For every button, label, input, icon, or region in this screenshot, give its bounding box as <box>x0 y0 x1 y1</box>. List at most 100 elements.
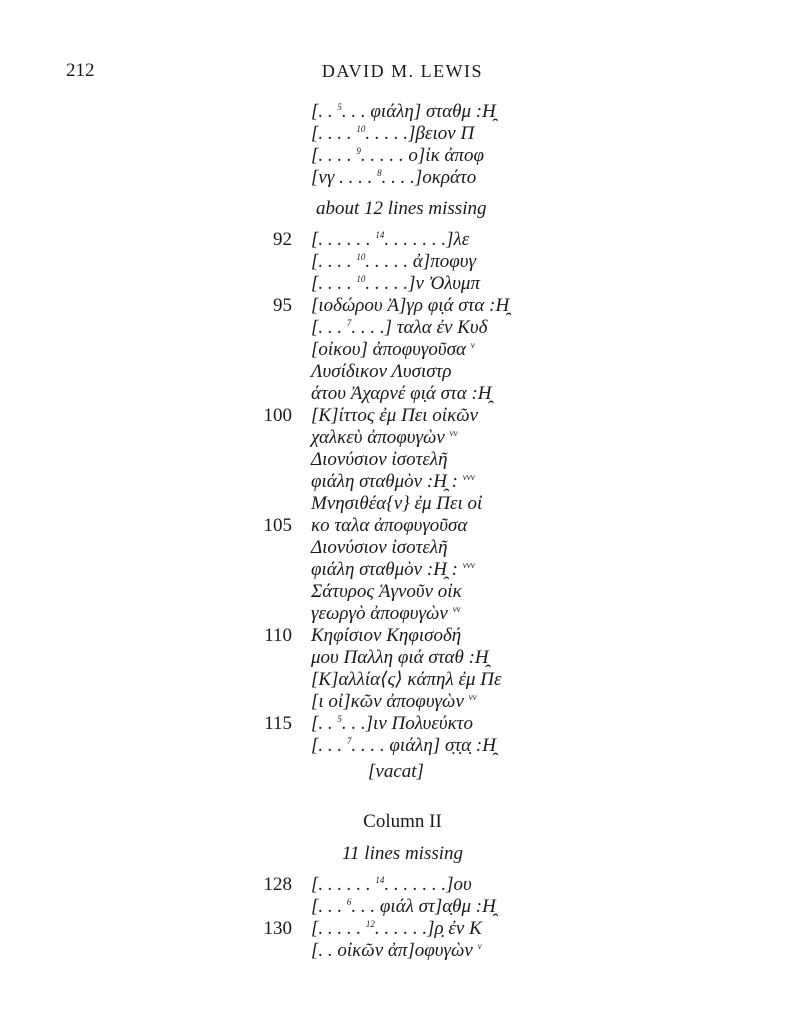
superscript-count: vv <box>468 692 477 702</box>
line-number: 95 <box>273 295 292 316</box>
line-text: [. . . . . . 14. . . . . . .]λε <box>311 229 469 251</box>
superscript-count: 10 <box>356 252 366 262</box>
line-text: μου Παλλη φιά σταθ :H̯ <box>311 647 489 669</box>
line-text: Κηφίσιον Κηφισοδή <box>311 625 461 647</box>
text-segment: . . .]ιν Πολυεύκτο <box>341 713 473 734</box>
page-number: 212 <box>66 60 95 81</box>
text-segment: [. . . <box>311 735 347 756</box>
text-segment: [. . . . <box>311 145 357 166</box>
text-segment: Μνησιθέα{ν} ἐμ Πει οἰ <box>311 493 483 514</box>
text-segment: Κηφίσιον Κηφισοδή <box>311 625 462 646</box>
text-segment: [. . οἰκῶν ἀπ]οφυγὼν <box>311 940 478 961</box>
superscript-count: v <box>470 340 475 350</box>
text-line: 130 [. . . . . 12. . . . . .]ρ̣ ἐν Κ <box>0 918 805 940</box>
text-segment: [. . <box>311 713 338 734</box>
superscript-count: vvv <box>462 472 475 482</box>
text-line: [. . 5. . . φιάλη] σταθμ :H̯ <box>0 101 805 123</box>
text-line: [Κ]αλλία⟨ς⟩ κάπηλ ἐμ Πε <box>0 669 805 691</box>
text-segment: [. . . <box>311 896 347 917</box>
superscript-count: 8 <box>377 168 382 178</box>
line-text: [Κ]ίττος ἐμ Πει οἰκῶν <box>311 405 478 427</box>
line-number: 115 <box>264 713 292 734</box>
text-line: 110 Κηφίσιον Κηφισοδή <box>0 625 805 647</box>
text-segment: . . . . . .]ρ̣ ἐν Κ <box>374 918 482 939</box>
text-line: [οἰκου] ἀποφυγοῦσα v <box>0 339 805 361</box>
text-segment: . . . . . ἀ]ποφυγ <box>365 251 477 272</box>
text-segment: Διονύσιον ἰσοτελῆ <box>311 449 448 470</box>
text-segment: γεωργὸ ἀποφυγὼν <box>311 603 453 624</box>
text-line: 105 κο ταλα ἀποφυγοῦσα <box>0 515 805 537</box>
text-segment: [ιοδώρου Ἀ]γρ φι̣ά στα :H̯ <box>311 295 510 316</box>
inscription-block-c: 128 [. . . . . . 14. . . . . . .]ου [. . .… <box>0 874 805 962</box>
text-line: μου Παλλη φιά σταθ :H̯ <box>0 647 805 669</box>
text-line: [. . . 6. . . φιάλ στ]α̣θμ :H̯ <box>0 896 805 918</box>
text-segment: [. . . . . . <box>311 874 376 895</box>
text-segment: κο ταλα ἀποφυγοῦσα <box>311 515 468 536</box>
text-line: [. . . 7. . . .] ταλα ἐν Κυδ <box>0 317 805 339</box>
text-segment: φιάλη σταθμὸν :H̯ : <box>311 471 463 492</box>
line-text: [Κ]αλλία⟨ς⟩ κάπηλ ἐμ Πε <box>311 669 501 691</box>
text-line: [. . οἰκῶν ἀπ]οφυγὼν v <box>0 940 805 962</box>
superscript-count: 10 <box>356 274 366 284</box>
line-text: Λυσίδικον Λυσιστρ <box>311 361 452 383</box>
line-text: Μνησιθέα{ν} ἐμ Πει οἰ <box>311 493 482 515</box>
line-text: Διονύσιον ἰσοτελῆ <box>311 537 448 559</box>
line-text: [. . . 6. . . φιάλ στ]α̣θμ :H̯ <box>311 896 496 918</box>
superscript-count: 14 <box>375 230 385 240</box>
text-segment: . . . . .]βειον Π <box>365 123 475 144</box>
line-number: 128 <box>263 874 293 895</box>
line-number: 105 <box>263 515 293 536</box>
line-text: [νγ . . . . 8. . . .]οκράτο <box>311 167 476 189</box>
superscript-count: vv <box>452 604 461 614</box>
line-text: [. . . . . . 14. . . . . . .]ου <box>311 874 472 896</box>
text-segment: άτου Ἀχαρνέ φι̣ά στα :H̯ <box>311 383 492 404</box>
text-line: 100 [Κ]ίττος ἐμ Πει οἰκῶν <box>0 405 805 427</box>
line-text: [. . . 7. . . .] ταλα ἐν Κυδ <box>311 317 487 339</box>
superscript-count: 5 <box>337 102 342 112</box>
line-number: 92 <box>273 229 292 250</box>
column-heading: Column II <box>363 811 442 832</box>
text-line: 95 [ιοδώρου Ἀ]γρ φι̣ά στα :H̯ <box>0 295 805 317</box>
text-line: 92 [. . . . . . 14. . . . . . .]λε <box>0 229 805 251</box>
text-segment: . . . . .]ν Ὀλυμπ <box>365 273 480 294</box>
text-segment: [. . . . <box>311 273 357 294</box>
line-text: [. . . . 10. . . . .]ν Ὀλυμπ <box>311 273 480 295</box>
text-line: Διονύσιον ἰσοτελῆ <box>0 449 805 471</box>
text-segment: [. . . . <box>311 251 357 272</box>
text-segment: [ι οἰ]κῶν ἀποφυγὼν <box>311 691 469 712</box>
superscript-count: 9 <box>356 146 361 156</box>
text-segment: Διονύσιον ἰσοτελῆ <box>311 537 448 558</box>
text-line: Μνησιθέα{ν} ἐμ Πει οἰ <box>0 493 805 515</box>
text-segment: [νγ . . . . <box>311 167 378 188</box>
line-text: Διονύσιον ἰσοτελῆ <box>311 449 448 471</box>
missing-lines-note-2: 11 lines missing <box>341 843 464 864</box>
superscript-count: 12 <box>365 919 375 929</box>
text-segment: . . . φιάλ στ]α̣θμ :H̯ <box>351 896 496 917</box>
line-text: [. . . . . 12. . . . . .]ρ̣ ἐν Κ <box>311 918 482 940</box>
text-segment: [Κ]αλλία⟨ς⟩ κάπηλ ἐμ Πε <box>311 669 502 690</box>
missing-lines-note: about 12 lines missing <box>316 198 487 219</box>
line-text: άτου Ἀχαρνέ φι̣ά στα :H̯ <box>311 383 492 405</box>
text-segment: [. . . . . <box>311 918 366 939</box>
text-line: χαλκεὺ ἀποφυγὼν vv <box>0 427 805 449</box>
line-number: 130 <box>263 918 293 939</box>
text-line: 115 [. . 5. . .]ιν Πολυεύκτο <box>0 713 805 735</box>
text-line: Λυσίδικον Λυσιστρ <box>0 361 805 383</box>
text-segment: [. . <box>311 101 338 122</box>
line-text: [. . . . 10. . . . .]βειον Π <box>311 123 474 145</box>
text-line: [νγ . . . . 8. . . .]οκράτο <box>0 167 805 189</box>
text-segment: . . . .]οκράτο <box>381 167 477 188</box>
text-line: Σάτυρος Ἁγνοῦν οἰκ <box>0 581 805 603</box>
text-line: άτου Ἀχαρνέ φι̣ά στα :H̯ <box>0 383 805 405</box>
text-segment: . . . . φιάλη] σ̣τ̣α̣ :H̯ <box>351 735 496 756</box>
line-text: [. . . 7. . . . φιάλη] σ̣τ̣α̣ :H̯ <box>311 735 496 757</box>
text-segment: χαλκεὺ ἀποφυγὼν <box>311 427 450 448</box>
inscription-block-a: [. . 5. . . φιάλη] σταθμ :H̯ [. . . . 10.… <box>0 101 805 189</box>
line-text: [οἰκου] ἀποφυγοῦσα v <box>311 339 475 361</box>
superscript-count: 5 <box>337 714 342 724</box>
superscript-count: 10 <box>356 124 366 134</box>
text-line: [. . . . 10. . . . . ἀ]ποφυγ <box>0 251 805 273</box>
superscript-count: vvv <box>462 560 475 570</box>
line-text: γεωργὸ ἀποφυγὼν vv <box>311 603 461 625</box>
text-segment: . . . . . ο]ἰκ ἀποφ <box>360 145 484 166</box>
